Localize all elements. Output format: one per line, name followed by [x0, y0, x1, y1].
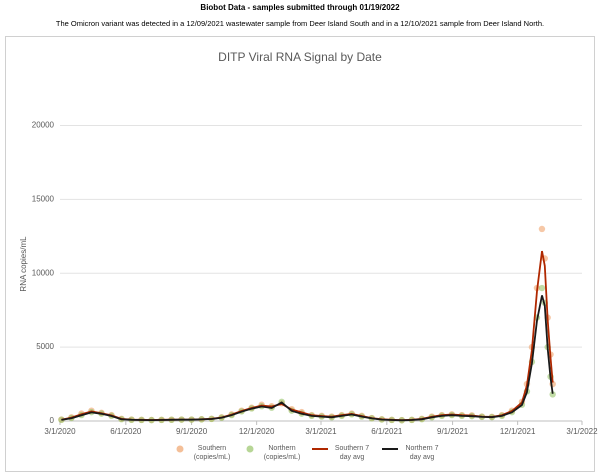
y-tick-label: 10000	[32, 268, 55, 277]
legend-swatch	[246, 445, 254, 453]
x-tick-label: 9/1/2020	[176, 427, 208, 436]
x-tick-label: 3/1/2021	[305, 427, 337, 436]
chart-frame	[5, 36, 595, 472]
y-tick-label: 5000	[36, 342, 54, 351]
legend-label: Southern 7 day avg	[334, 445, 370, 461]
x-tick-label: 3/1/2022	[566, 427, 598, 436]
y-tick-label: 0	[50, 416, 55, 425]
x-tick-label: 6/1/2020	[110, 427, 142, 436]
y-tick-label: 15000	[32, 195, 55, 204]
chart-title: DITP Viral RNA Signal by Date	[218, 50, 382, 64]
legend-item: Southern (copies/mL)	[170, 444, 240, 462]
data-point	[538, 225, 546, 233]
x-tick-label: 9/1/2021	[437, 427, 469, 436]
legend-swatch	[382, 448, 398, 450]
x-tick-label: 12/1/2020	[239, 427, 275, 436]
x-tick-label: 12/1/2021	[500, 427, 536, 436]
legend-item: Northern 7 day avg	[380, 444, 450, 462]
legend-item: Northern (copies/mL)	[240, 444, 310, 462]
data-point	[538, 284, 546, 292]
legend-label: Southern (copies/mL)	[193, 445, 231, 461]
legend-item: Southern 7 day avg	[310, 444, 380, 462]
data-point	[549, 391, 556, 398]
legend-swatch	[312, 448, 328, 450]
legend-label: Northern 7 day avg	[405, 445, 439, 461]
x-tick-label: 3/1/2020	[44, 427, 76, 436]
legend: Southern (copies/mL) Northern (copies/mL)…	[170, 444, 450, 462]
legend-label: Northern (copies/mL)	[263, 445, 301, 461]
header-note: The Omicron variant was detected in a 12…	[55, 19, 545, 28]
legend-swatch	[176, 445, 184, 453]
y-axis-label: RNA copies/mL	[19, 236, 28, 292]
avg-line	[61, 250, 554, 422]
x-tick-label: 6/1/2021	[371, 427, 403, 436]
avg-line	[61, 295, 554, 422]
header-title: Biobot Data - samples submitted through …	[200, 3, 400, 12]
y-tick-label: 20000	[32, 121, 55, 130]
